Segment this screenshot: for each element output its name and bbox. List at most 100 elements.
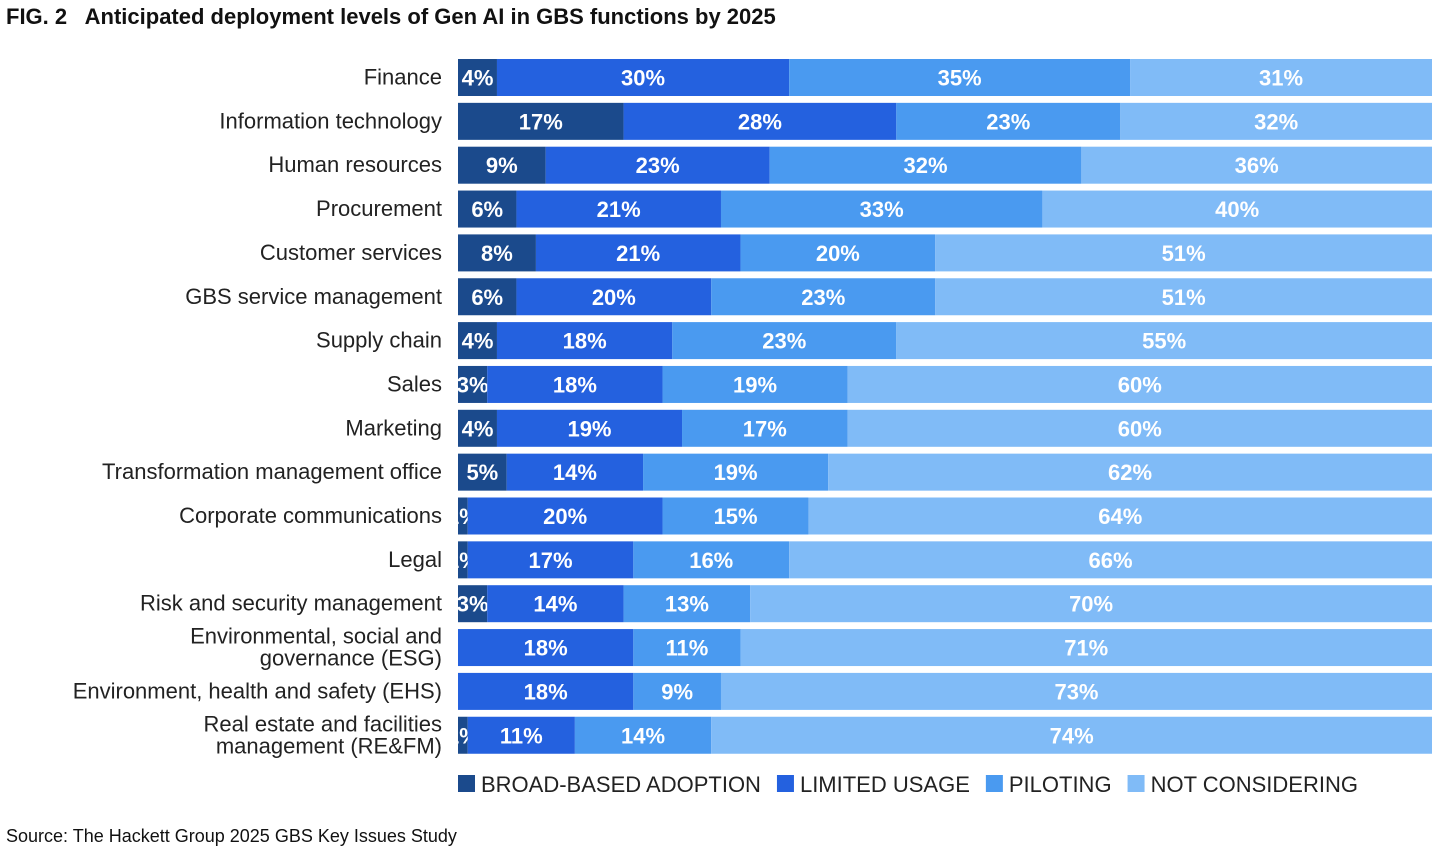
- bar-segment: [662, 365, 848, 403]
- bar-segment: [896, 322, 1432, 360]
- bar-segment: [458, 541, 468, 579]
- data-label: 33%: [860, 197, 904, 222]
- data-label: 3%: [457, 372, 489, 397]
- data-label: 11%: [500, 723, 543, 748]
- data-label: 40%: [1215, 197, 1259, 222]
- bar-segment: [740, 629, 1432, 667]
- category-label: Finance: [364, 65, 442, 90]
- category-label: Procurement: [316, 196, 442, 221]
- data-label: 23%: [801, 285, 845, 310]
- bar-segment: [458, 585, 488, 623]
- legend-label: PILOTING: [1009, 772, 1112, 797]
- bar-segment: [643, 453, 829, 491]
- bar-segment: [1130, 59, 1432, 96]
- bar-segment: [935, 234, 1432, 272]
- bar-segment: [847, 365, 1432, 403]
- legend-label: NOT CONSIDERING: [1151, 772, 1358, 797]
- bar-segment: [516, 278, 712, 316]
- data-label: 20%: [592, 285, 636, 310]
- legend-label: LIMITED USAGE: [800, 772, 970, 797]
- data-label: 21%: [597, 197, 641, 222]
- data-label: 21%: [616, 241, 660, 266]
- bar-segment: [458, 716, 468, 754]
- bar-segment: [662, 497, 809, 535]
- category-label: Corporate communications: [179, 503, 442, 528]
- bar-segment: [828, 453, 1432, 491]
- data-label: 19%: [733, 372, 777, 397]
- data-label: 8%: [481, 241, 513, 266]
- data-label: 23%: [762, 329, 806, 354]
- data-label: 15%: [714, 504, 758, 529]
- data-label: 32%: [903, 153, 947, 178]
- data-label: 14%: [621, 723, 665, 748]
- bar-segment: [458, 322, 497, 360]
- bar-segment: [623, 585, 751, 623]
- bar-segment: [672, 322, 897, 360]
- data-label: 71%: [1064, 636, 1108, 661]
- bar-segment: [496, 59, 790, 96]
- bar-segment: [711, 278, 936, 316]
- bar-segment: [574, 716, 712, 754]
- data-label: 35%: [938, 66, 982, 91]
- data-label: 5%: [466, 460, 498, 485]
- category-label: GBS service management: [185, 284, 442, 309]
- bar-segment: [458, 672, 634, 710]
- data-label: 70%: [1069, 592, 1113, 617]
- data-label: 31%: [1259, 66, 1303, 91]
- data-label: 4%: [462, 329, 494, 354]
- bar-segment: [496, 409, 683, 447]
- bar-segment: [535, 234, 741, 272]
- bar-segment: [1042, 190, 1432, 228]
- legend-swatch: [776, 775, 794, 792]
- bar-segment: [633, 541, 790, 579]
- data-label: 17%: [529, 548, 573, 573]
- bar-segment: [1120, 102, 1432, 140]
- bar-segment: [458, 190, 517, 228]
- bar-segment: [458, 497, 468, 535]
- data-label: 64%: [1098, 504, 1142, 529]
- bar-segment: [467, 716, 575, 754]
- data-label: 32%: [1254, 109, 1298, 134]
- bar-segment: [458, 146, 546, 184]
- data-label: 14%: [553, 460, 597, 485]
- data-label: 6%: [471, 197, 503, 222]
- bar-segment: [847, 409, 1432, 447]
- category-label: Real estate and facilities management (RE…: [204, 711, 442, 758]
- bar-segment: [458, 278, 517, 316]
- bar-segment: [545, 146, 770, 184]
- bar-segment: [516, 190, 721, 228]
- data-label: 3%: [457, 592, 489, 617]
- bar-segment: [633, 672, 721, 710]
- bar-segment: [682, 409, 848, 447]
- data-label: 17%: [519, 109, 563, 134]
- data-label: 23%: [636, 153, 680, 178]
- data-label: 4%: [462, 66, 494, 91]
- data-label: 18%: [524, 679, 568, 704]
- bar-segment: [633, 629, 741, 667]
- category-label: Transformation management office: [102, 459, 442, 484]
- legend-swatch: [1127, 775, 1145, 792]
- bar-segment: [623, 102, 897, 140]
- data-label: 30%: [621, 66, 665, 91]
- bar-segment: [750, 585, 1432, 623]
- bar-segment: [487, 365, 663, 403]
- legend-swatch: [985, 775, 1003, 792]
- stacked-bar-chart: Finance 4% 30% 35% 31% Information technology…: [73, 59, 1432, 797]
- bar-segment: [458, 102, 624, 140]
- data-label: 36%: [1235, 153, 1279, 178]
- data-label: 9%: [486, 153, 518, 178]
- bar-segment: [458, 59, 497, 96]
- bar-segment: [808, 497, 1432, 535]
- category-label: Information technology: [219, 108, 442, 133]
- category-label: Human resources: [268, 152, 442, 177]
- data-label: 20%: [543, 504, 587, 529]
- bar-segment: [506, 453, 644, 491]
- data-label: 11%: [665, 636, 708, 661]
- data-label: 18%: [524, 636, 568, 661]
- data-label: 19%: [714, 460, 758, 485]
- bar-segment: [896, 102, 1121, 140]
- bar-segment: [935, 278, 1432, 316]
- bar-segment: [789, 541, 1432, 579]
- category-label: Customer services: [260, 240, 442, 265]
- data-label: 23%: [986, 109, 1030, 134]
